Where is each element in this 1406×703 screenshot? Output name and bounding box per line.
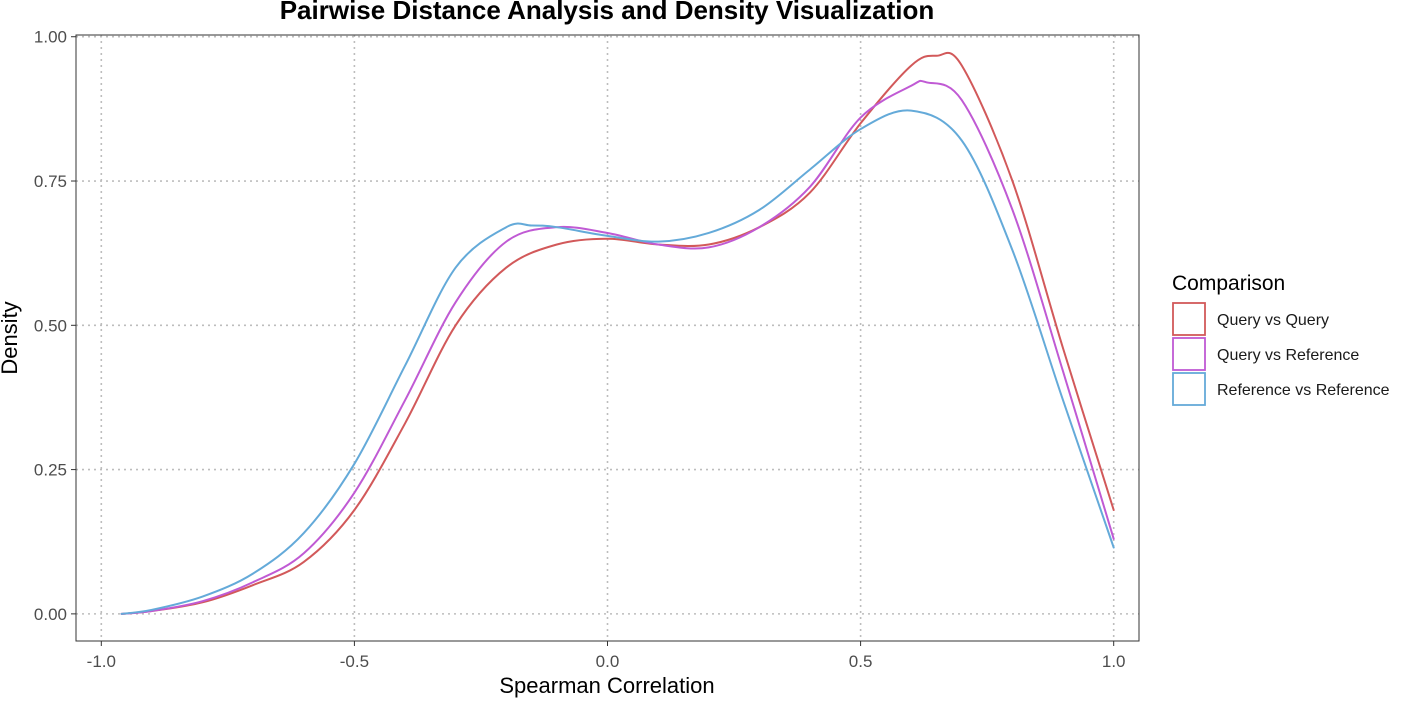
y-tick-label: 0.50 <box>34 316 67 335</box>
x-tick-label: 0.5 <box>849 652 873 671</box>
chart-title: Pairwise Distance Analysis and Density V… <box>280 0 935 25</box>
y-tick-label: 0.25 <box>34 461 67 480</box>
series-line-1 <box>120 51 1115 615</box>
series-lines <box>120 51 1115 615</box>
x-tick-label: 0.0 <box>596 652 620 671</box>
y-tick-label: 0.75 <box>34 172 67 191</box>
x-tick-label: 1.0 <box>1102 652 1126 671</box>
legend-title: Comparison <box>1172 272 1285 295</box>
legend: Comparison Query vs Query Query vs Refere… <box>1172 272 1390 406</box>
legend-label: Query vs Reference <box>1217 347 1359 364</box>
x-axis-title: Spearman Correlation <box>499 673 714 698</box>
series-line-3 <box>120 109 1115 615</box>
legend-label: Query vs Query <box>1217 312 1329 329</box>
y-tick-label: 1.00 <box>34 28 67 47</box>
legend-key <box>1172 302 1206 336</box>
legend-label: Reference vs Reference <box>1217 382 1390 399</box>
y-tick-label: 0.00 <box>34 605 67 624</box>
x-tick-label: -0.5 <box>340 652 369 671</box>
legend-key <box>1172 372 1206 406</box>
legend-key <box>1172 337 1206 371</box>
legend-items: Query vs Query Query vs Reference Referenc… <box>1172 302 1390 406</box>
grid-lines <box>76 35 1139 641</box>
y-axis-title: Density <box>0 301 22 374</box>
series-line-2 <box>120 79 1115 615</box>
x-tick-label: -1.0 <box>87 652 116 671</box>
axis-ticks: -1.0 -0.5 0.0 0.5 1.0 0.00 0.25 0.50 0.75 1.00 <box>34 28 1126 671</box>
